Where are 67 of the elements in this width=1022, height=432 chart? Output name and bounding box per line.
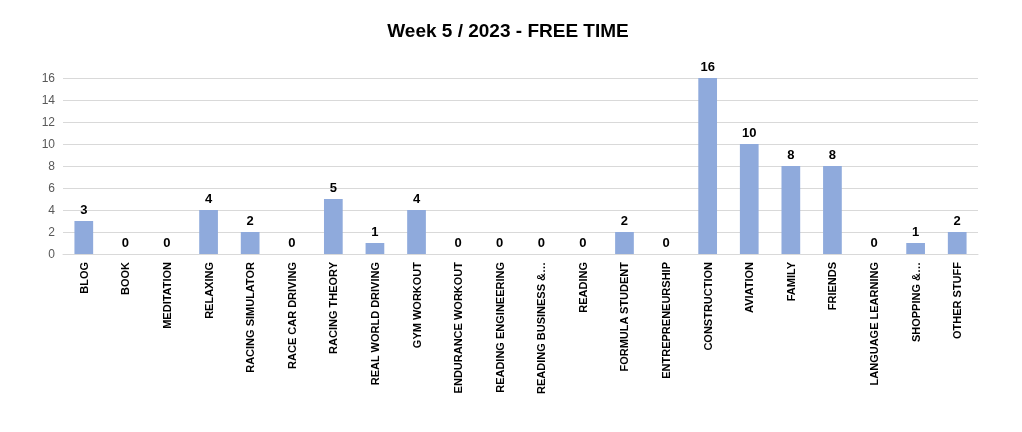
x-tick-label: READING ENGINEERING: [493, 262, 506, 393]
bar: [365, 243, 385, 254]
data-label: 1: [371, 224, 379, 239]
x-tick-label: FORMULA STUDENT: [618, 261, 631, 372]
x-tick-label: BOOK: [119, 261, 132, 295]
x-tick-label: LANGUAGE LEARNING: [868, 262, 881, 386]
y-tick-label: 4: [48, 203, 56, 217]
x-tick-label: ENDURANCE WORKOUT: [452, 261, 465, 394]
data-label: 2: [246, 213, 254, 228]
y-tick-label: 6: [48, 181, 56, 195]
bar: [906, 243, 925, 254]
data-label: 0: [496, 235, 504, 250]
data-label: 0: [454, 235, 462, 250]
data-label: 0: [288, 235, 296, 250]
y-tick-label: 10: [41, 137, 56, 151]
data-label: 8: [787, 147, 795, 162]
y-tick-label: 2: [48, 225, 56, 239]
data-label: 16: [700, 59, 715, 74]
bar: [781, 166, 801, 254]
data-label: 0: [121, 235, 129, 250]
x-tick-label: RACING SIMULATOR: [244, 261, 257, 373]
data-label: 10: [742, 125, 757, 140]
data-label: 3: [80, 202, 88, 217]
data-label: 1: [912, 224, 920, 239]
bar: [947, 232, 967, 254]
bar: [240, 232, 260, 254]
data-label: 0: [579, 235, 587, 250]
x-tick-label: REAL WORLD DRIVING: [368, 262, 381, 386]
y-tick-label: 8: [48, 159, 56, 173]
bar: [698, 78, 718, 254]
bar: [323, 199, 343, 254]
data-label: 0: [662, 235, 670, 250]
y-tick-label: 0: [48, 247, 56, 261]
x-tick-label: RELAXING: [202, 262, 215, 319]
x-tick-label: MEDITATION: [160, 261, 173, 329]
data-label: 2: [620, 213, 629, 228]
bar: [74, 221, 94, 254]
x-tick-label: RACING THEORY: [327, 261, 340, 354]
x-tick-label: RACE CAR DRIVING: [285, 262, 298, 369]
y-tick-label: 14: [41, 93, 56, 107]
bar: [199, 210, 218, 254]
y-tick-label: 16: [41, 71, 56, 85]
data-label: 2: [953, 213, 961, 228]
x-tick-label: FAMILY: [784, 261, 797, 302]
data-label: 4: [412, 191, 421, 206]
data-label: 5: [329, 180, 337, 195]
x-tick-label: READING: [576, 262, 589, 313]
x-tick-label: BLOG: [77, 262, 90, 294]
x-tick-label: AVIATION: [743, 261, 756, 313]
x-tick-label: FRIENDS: [826, 262, 839, 311]
data-label: 8: [828, 147, 837, 162]
bar: [615, 232, 634, 254]
x-tick-label: CONSTRUCTION: [701, 261, 714, 351]
data-label: 0: [163, 235, 171, 250]
bar: [739, 144, 759, 254]
x-tick-label: READING BUSINESS &…: [535, 262, 548, 395]
x-tick-label: OTHER STUFF: [951, 261, 964, 339]
bar: [823, 166, 842, 254]
bar: [407, 210, 426, 254]
data-label: 0: [870, 235, 878, 250]
x-tick-label: ENTREPRENEURSHIP: [660, 262, 673, 379]
data-label: 0: [537, 235, 545, 250]
y-tick-label: 12: [41, 115, 56, 129]
chart-title: Week 5 / 2023 - FREE TIME: [387, 20, 629, 41]
data-label: 4: [204, 191, 213, 206]
x-tick-label: SHOPPING &…: [909, 262, 922, 343]
x-tick-label: GYM WORKOUT: [410, 261, 423, 349]
